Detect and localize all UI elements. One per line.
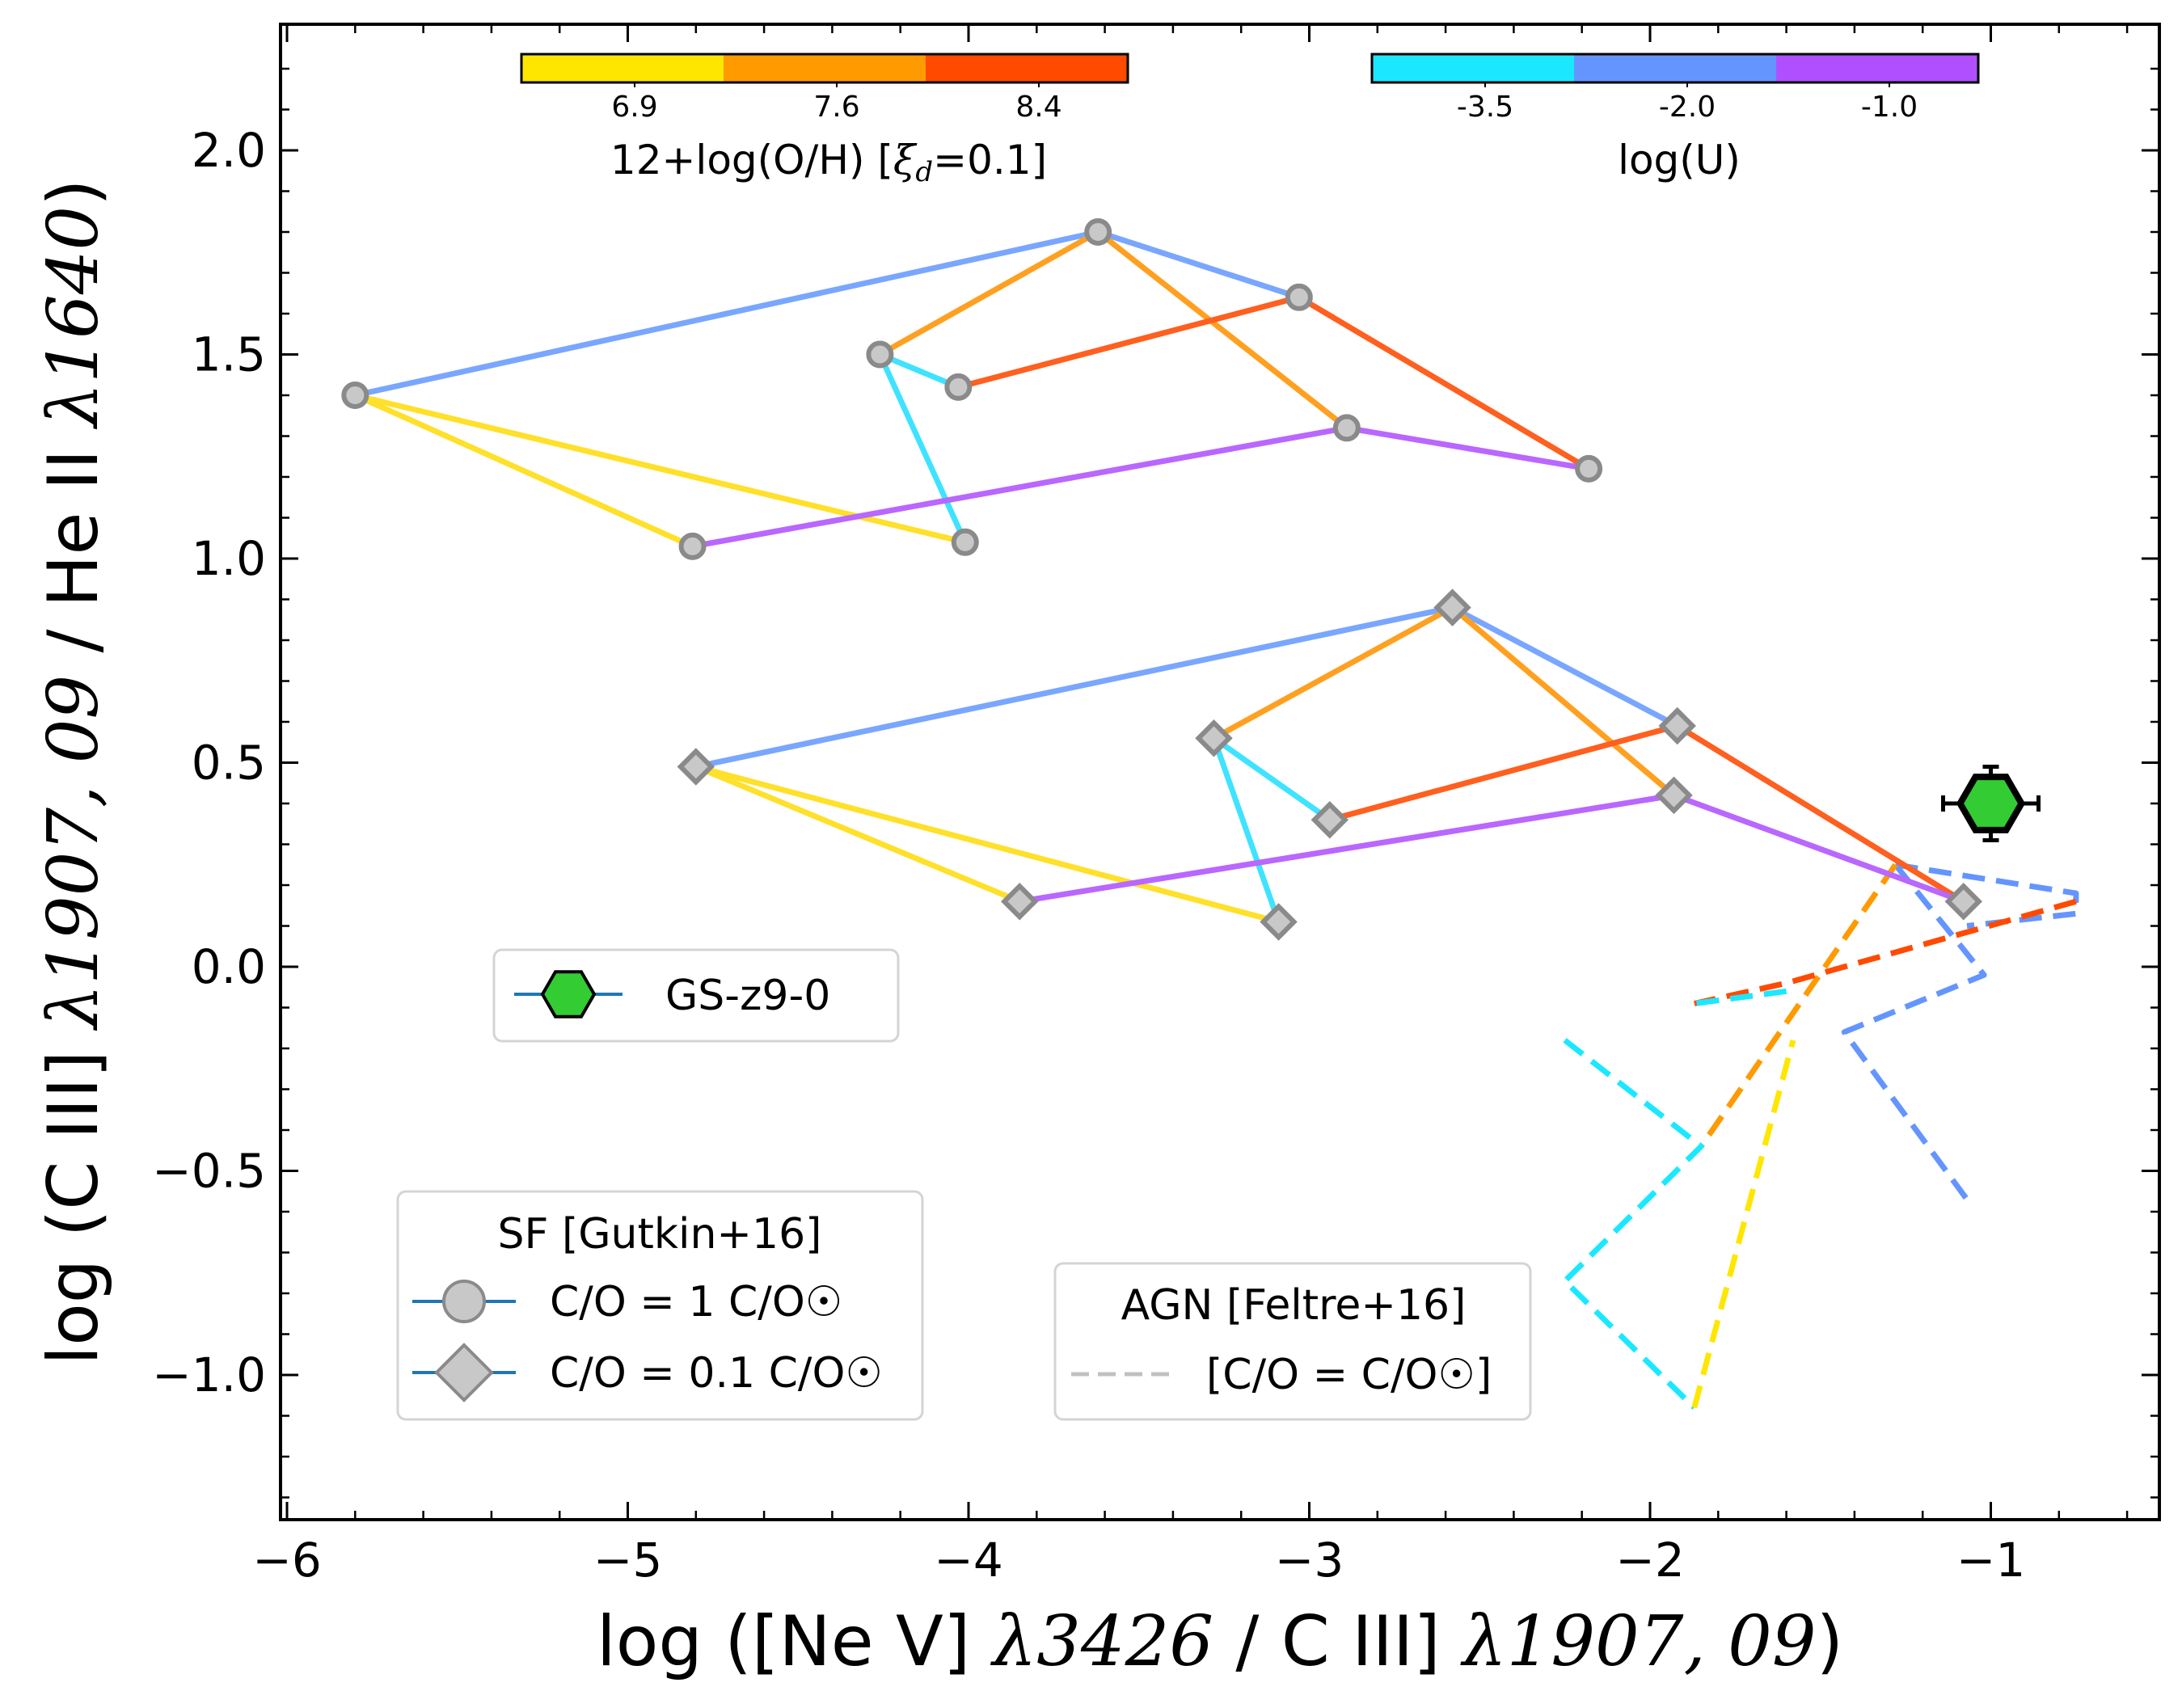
legend-box [492, 948, 900, 1043]
sf-1-marker-3 [1195, 719, 1233, 757]
y-tick-label: 0.5 [192, 736, 266, 791]
sf-1-marker-7 [1000, 882, 1039, 921]
sf-1-marker-6 [1944, 882, 1983, 921]
obs-marker [1956, 774, 2026, 833]
legend-box [396, 1190, 924, 1421]
sf-0-marker-8 [951, 528, 979, 556]
colorbars: 6.9 7.6 8.4 12+log(O/H) [ξd=0.1] -3.5 -2.0 -1.… [520, 53, 1980, 188]
legend-label: GS-z9-0 [665, 972, 830, 1020]
sf-0-marker-6 [1575, 454, 1603, 483]
legends: GS-z9-0 SF [Gutkin+16] C/O = 1 C/O☉ C/O = 0… [396, 948, 1532, 1421]
sf-1-line-3 [1211, 735, 1333, 823]
colorbar-tick-label: -3.5 [1457, 91, 1513, 124]
colorbar-1: -3.5 -2.0 -1.0 log(U) [1370, 53, 1980, 183]
legend-label: C/O = 0.1 C/O☉ [550, 1349, 883, 1398]
colorbar-label: 12+log(O/H) [ξd=0.1] [610, 137, 1047, 188]
colorbar-segment [1372, 54, 1574, 82]
sf-1-marker-2 [1658, 706, 1696, 745]
sf-0-line-5 [352, 392, 696, 550]
sf-0-line-4 [876, 352, 969, 546]
sf-0-line-3 [876, 352, 961, 390]
x-tick-label: −2 [1615, 1533, 1685, 1588]
plot-area [341, 218, 2079, 1410]
agn-line-3 [1694, 898, 2077, 1006]
y-tick-label: −0.5 [152, 1144, 266, 1199]
agn-line-2 [1699, 862, 1898, 1149]
y-tick-label: −1.0 [152, 1347, 266, 1402]
sf-0-marker-0 [341, 382, 369, 409]
x-axis-label: log ([Ne V] λ3426 / C III] λ1907, 09) [597, 1601, 1843, 1682]
sf-1-marker-0 [677, 748, 715, 786]
sf-1-marker-1 [1433, 588, 1471, 626]
sf-1-line-0 [693, 605, 1681, 770]
colorbar-frame [1370, 53, 1980, 84]
y-axis-label: log (C III] λ1907, 09 / He II λ1640) [33, 179, 114, 1364]
sf-0-marker-1 [1084, 218, 1112, 246]
colorbar-segment [521, 54, 724, 82]
colorbar-0: 6.9 7.6 8.4 12+log(O/H) [ξd=0.1] [520, 53, 1129, 188]
agn-line-6 [1691, 1039, 1796, 1409]
legend-circle-icon [442, 1280, 486, 1323]
colorbar-label: log(U) [1618, 137, 1741, 183]
colorbar-segment [926, 54, 1128, 82]
y-tick-label: 0.0 [192, 939, 266, 994]
colorbar-tick-label: 8.4 [1015, 91, 1061, 124]
legend-box [1053, 1262, 1532, 1421]
legend-agn: AGN [Feltre+16] [C/O = C/O☉] [1053, 1262, 1532, 1421]
sf-0-marker-5 [1332, 414, 1361, 442]
sf-0-marker-4 [944, 373, 973, 401]
legend-hexagon-icon [540, 970, 597, 1018]
colorbar-tick-label: 6.9 [611, 91, 657, 124]
sf-1-line-7 [1016, 792, 1967, 905]
sf-1-marker-5 [1655, 776, 1693, 815]
colorbar-tick-label: -2.0 [1659, 91, 1716, 124]
sf-0-line-6 [352, 392, 969, 546]
sf-1-line-1 [1211, 605, 1677, 799]
agn-line-1 [1841, 862, 1987, 1201]
agn-line-4 [1694, 988, 1787, 1006]
sf-0-line-1 [876, 229, 1350, 431]
sf-0-marker-3 [866, 340, 894, 369]
agn-line-5 [1562, 1038, 1704, 1410]
sf-0-marker-2 [1285, 283, 1313, 311]
legend-diamond-icon [434, 1343, 494, 1402]
x-tick-label: −5 [593, 1533, 663, 1588]
sf-0-marker-7 [678, 532, 707, 560]
sf-0-line-7 [690, 424, 1592, 550]
sf-1-line-4 [1211, 735, 1282, 925]
colorbar-frame [520, 53, 1129, 84]
plot-frame [279, 23, 2161, 1521]
y-tick-label: 2.0 [192, 123, 266, 178]
legend-label: C/O = 1 C/O☉ [550, 1278, 842, 1326]
y-tick-label: 1.5 [192, 327, 266, 382]
legend-label: [C/O = C/O☉] [1206, 1351, 1492, 1399]
x-tick-label: −3 [1275, 1533, 1344, 1588]
colorbar-segment [1574, 54, 1776, 82]
colorbar-segment [724, 54, 926, 82]
legend-observation: GS-z9-0 [492, 948, 900, 1043]
sf-1-line-5 [693, 764, 1023, 905]
x-tick-label: −4 [934, 1533, 1003, 1588]
sf-1-marker-8 [1260, 903, 1298, 941]
axes: −6 −5 −4 −3 −2 −1 −1.0 −0.5 0.0 0.5 1.0 1.5 2.0 [152, 23, 2161, 1588]
colorbar-tick-label: 7.6 [813, 91, 859, 124]
sf-1-line-2 [1327, 723, 1967, 905]
observation-0 [1940, 765, 2041, 842]
x-tick-label: −1 [1956, 1533, 2026, 1588]
x-tick-label: −6 [252, 1533, 322, 1588]
legend-title: SF [Gutkin+16] [498, 1210, 822, 1259]
sf-0-line-0 [352, 229, 1302, 399]
agn-line-0 [1894, 862, 2079, 929]
colorbar-segment [1776, 54, 1978, 82]
legend-title: AGN [Feltre+16] [1121, 1281, 1467, 1330]
sf-1-line-6 [693, 764, 1282, 925]
y-tick-label: 1.0 [192, 531, 266, 586]
legend-sf: SF [Gutkin+16] C/O = 1 C/O☉ C/O = 0.1 C/O☉ [396, 1190, 924, 1421]
sf-1-marker-4 [1310, 800, 1349, 839]
colorbar-tick-label: -1.0 [1861, 91, 1918, 124]
